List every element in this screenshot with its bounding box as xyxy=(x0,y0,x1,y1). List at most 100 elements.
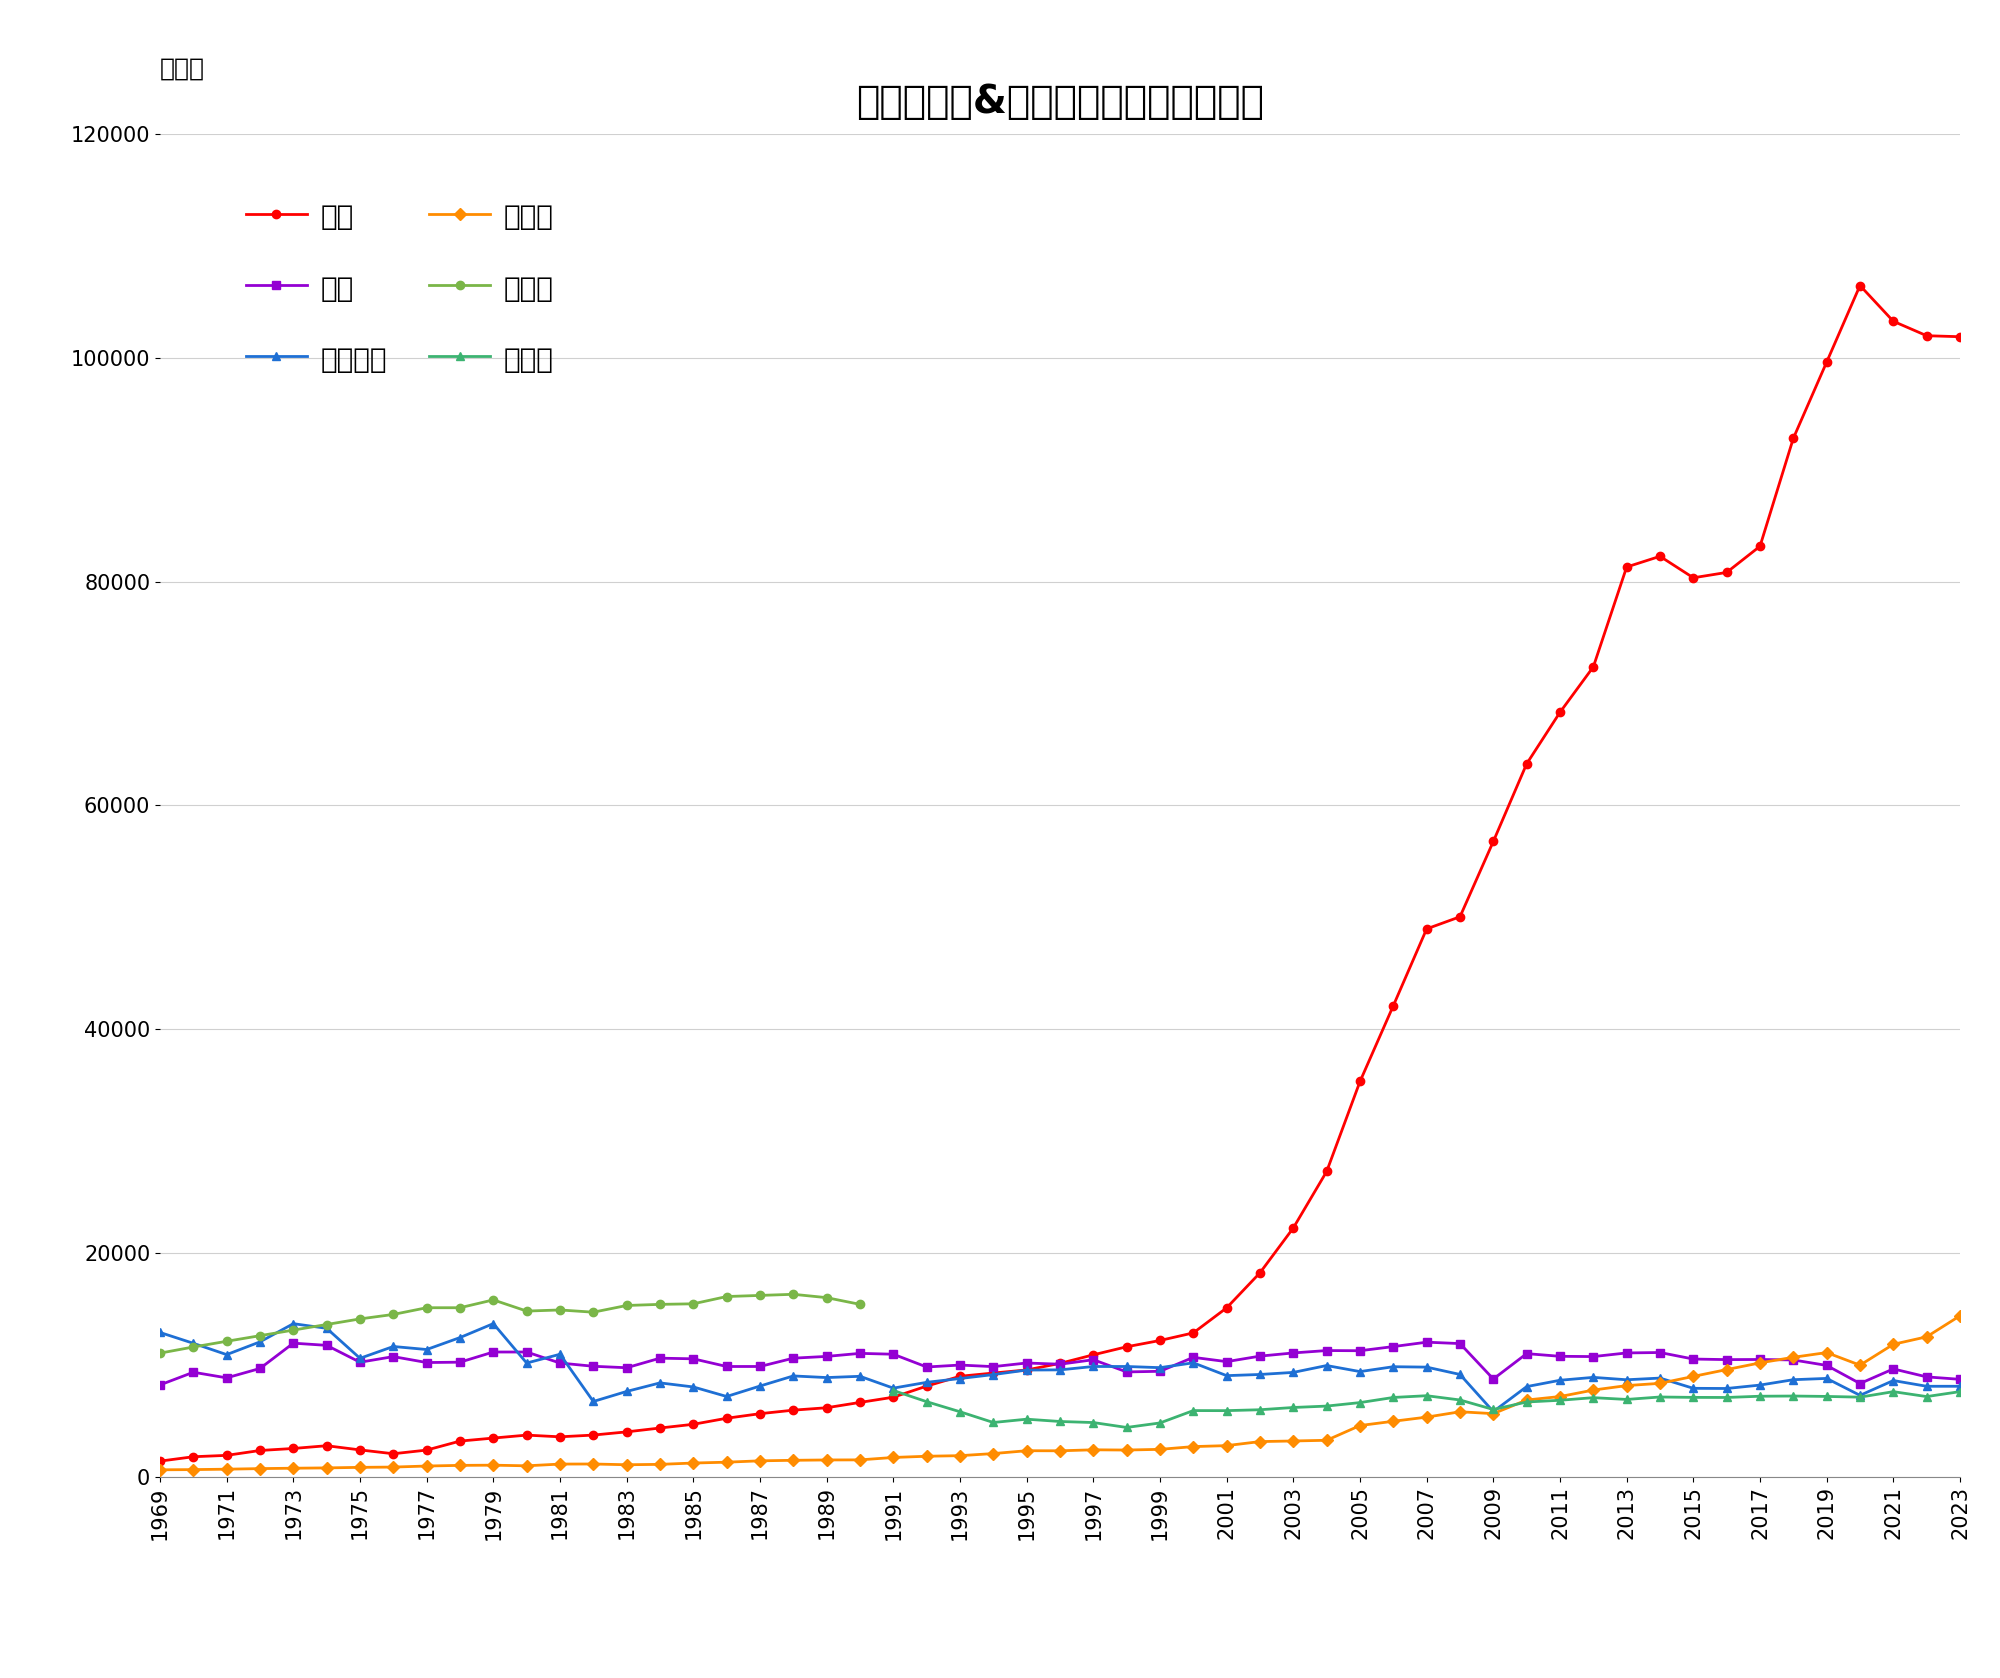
旧ソ連 xyxy=(414,1297,438,1317)
中国 xyxy=(1748,537,1772,557)
ロシア xyxy=(1348,1393,1372,1413)
中国 xyxy=(348,1440,372,1460)
中国 xyxy=(1848,275,1872,295)
ロシア xyxy=(1782,1386,1806,1406)
アメリカ xyxy=(614,1381,638,1401)
Line: 日本: 日本 xyxy=(156,1337,1964,1389)
ロシア xyxy=(982,1413,1006,1433)
旧ソ連 xyxy=(848,1294,872,1314)
ロシア xyxy=(914,1391,938,1411)
中国 xyxy=(582,1425,606,1445)
インド xyxy=(1948,1305,1972,1326)
旧ソ連 xyxy=(382,1304,406,1324)
旧ソ連 xyxy=(582,1302,606,1322)
日本 xyxy=(1914,1368,1938,1388)
アメリカ xyxy=(514,1352,538,1373)
ロシア xyxy=(1848,1388,1872,1408)
アメリカ xyxy=(348,1347,372,1368)
ロシア xyxy=(1014,1410,1038,1430)
Line: ロシア: ロシア xyxy=(890,1386,1964,1431)
旧ソ連 xyxy=(548,1300,572,1321)
ロシア xyxy=(1314,1396,1338,1416)
インド xyxy=(1914,1327,1938,1347)
Text: 万トン: 万トン xyxy=(160,57,206,81)
日本 xyxy=(1414,1332,1438,1352)
旧ソ連 xyxy=(148,1342,172,1363)
ロシア xyxy=(1248,1399,1272,1420)
ロシア xyxy=(1482,1399,1506,1420)
Line: 中国: 中国 xyxy=(156,282,1964,1465)
旧ソ連 xyxy=(182,1337,206,1358)
ロシア xyxy=(1648,1388,1672,1408)
旧ソ連 xyxy=(248,1326,272,1346)
ロシア xyxy=(1214,1401,1238,1421)
旧ソ連 xyxy=(782,1284,806,1304)
日本 xyxy=(814,1346,838,1366)
旧ソ連 xyxy=(514,1300,538,1321)
中国 xyxy=(814,1398,838,1418)
Line: インド: インド xyxy=(156,1312,1964,1473)
アメリカ xyxy=(482,1314,506,1334)
ロシア xyxy=(1614,1389,1638,1410)
旧ソ連 xyxy=(714,1287,738,1307)
インド xyxy=(148,1460,172,1480)
日本 xyxy=(482,1342,506,1363)
アメリカ xyxy=(1814,1368,1838,1388)
旧ソ連 xyxy=(614,1295,638,1316)
ロシア xyxy=(1148,1413,1172,1433)
ロシア xyxy=(1914,1386,1938,1406)
インド xyxy=(482,1455,506,1475)
日本 xyxy=(582,1356,606,1376)
Line: アメリカ: アメリカ xyxy=(156,1319,1964,1416)
ロシア xyxy=(1582,1388,1606,1408)
アメリカ xyxy=(1948,1376,1972,1396)
中国 xyxy=(482,1428,506,1448)
日本 xyxy=(1782,1349,1806,1369)
ロシア xyxy=(1182,1401,1206,1421)
アメリカ xyxy=(1482,1401,1506,1421)
旧ソ連 xyxy=(682,1294,706,1314)
ロシア xyxy=(882,1381,906,1401)
インド xyxy=(814,1450,838,1470)
旧ソ連 xyxy=(282,1321,306,1341)
旧ソ連 xyxy=(814,1287,838,1307)
Title: 米中日印露&旧ソ連の粗鋼生産量推移: 米中日印露&旧ソ連の粗鋼生産量推移 xyxy=(856,84,1264,121)
旧ソ連 xyxy=(214,1331,238,1351)
ロシア xyxy=(1514,1393,1538,1413)
ロシア xyxy=(1748,1386,1772,1406)
ロシア xyxy=(1048,1411,1072,1431)
Line: 旧ソ連: 旧ソ連 xyxy=(156,1290,864,1358)
ロシア xyxy=(1282,1398,1306,1418)
旧ソ連 xyxy=(348,1309,372,1329)
インド xyxy=(1748,1352,1772,1373)
ロシア xyxy=(1682,1388,1706,1408)
ロシア xyxy=(948,1401,972,1421)
ロシア xyxy=(1448,1389,1472,1410)
中国 xyxy=(148,1451,172,1472)
ロシア xyxy=(1548,1389,1572,1410)
ロシア xyxy=(1948,1381,1972,1401)
インド xyxy=(348,1457,372,1477)
旧ソ連 xyxy=(448,1297,472,1317)
旧ソ連 xyxy=(314,1314,338,1334)
旧ソ連 xyxy=(748,1285,772,1305)
ロシア xyxy=(1382,1388,1406,1408)
ロシア xyxy=(1082,1413,1106,1433)
ロシア xyxy=(1414,1386,1438,1406)
ロシア xyxy=(1882,1381,1906,1401)
アメリカ xyxy=(1914,1376,1938,1396)
日本 xyxy=(348,1352,372,1373)
旧ソ連 xyxy=(648,1294,672,1314)
Legend: 中国, 日本, アメリカ, インド, 旧ソ連, ロシア: 中国, 日本, アメリカ, インド, 旧ソ連, ロシア xyxy=(246,201,554,374)
中国 xyxy=(1914,326,1938,346)
アメリカ xyxy=(148,1322,172,1342)
ロシア xyxy=(1814,1386,1838,1406)
中国 xyxy=(1948,327,1972,347)
旧ソ連 xyxy=(482,1290,506,1311)
日本 xyxy=(148,1374,172,1394)
日本 xyxy=(1948,1369,1972,1389)
アメリカ xyxy=(848,1366,872,1386)
インド xyxy=(582,1453,606,1473)
ロシア xyxy=(1114,1418,1138,1438)
ロシア xyxy=(1714,1388,1738,1408)
